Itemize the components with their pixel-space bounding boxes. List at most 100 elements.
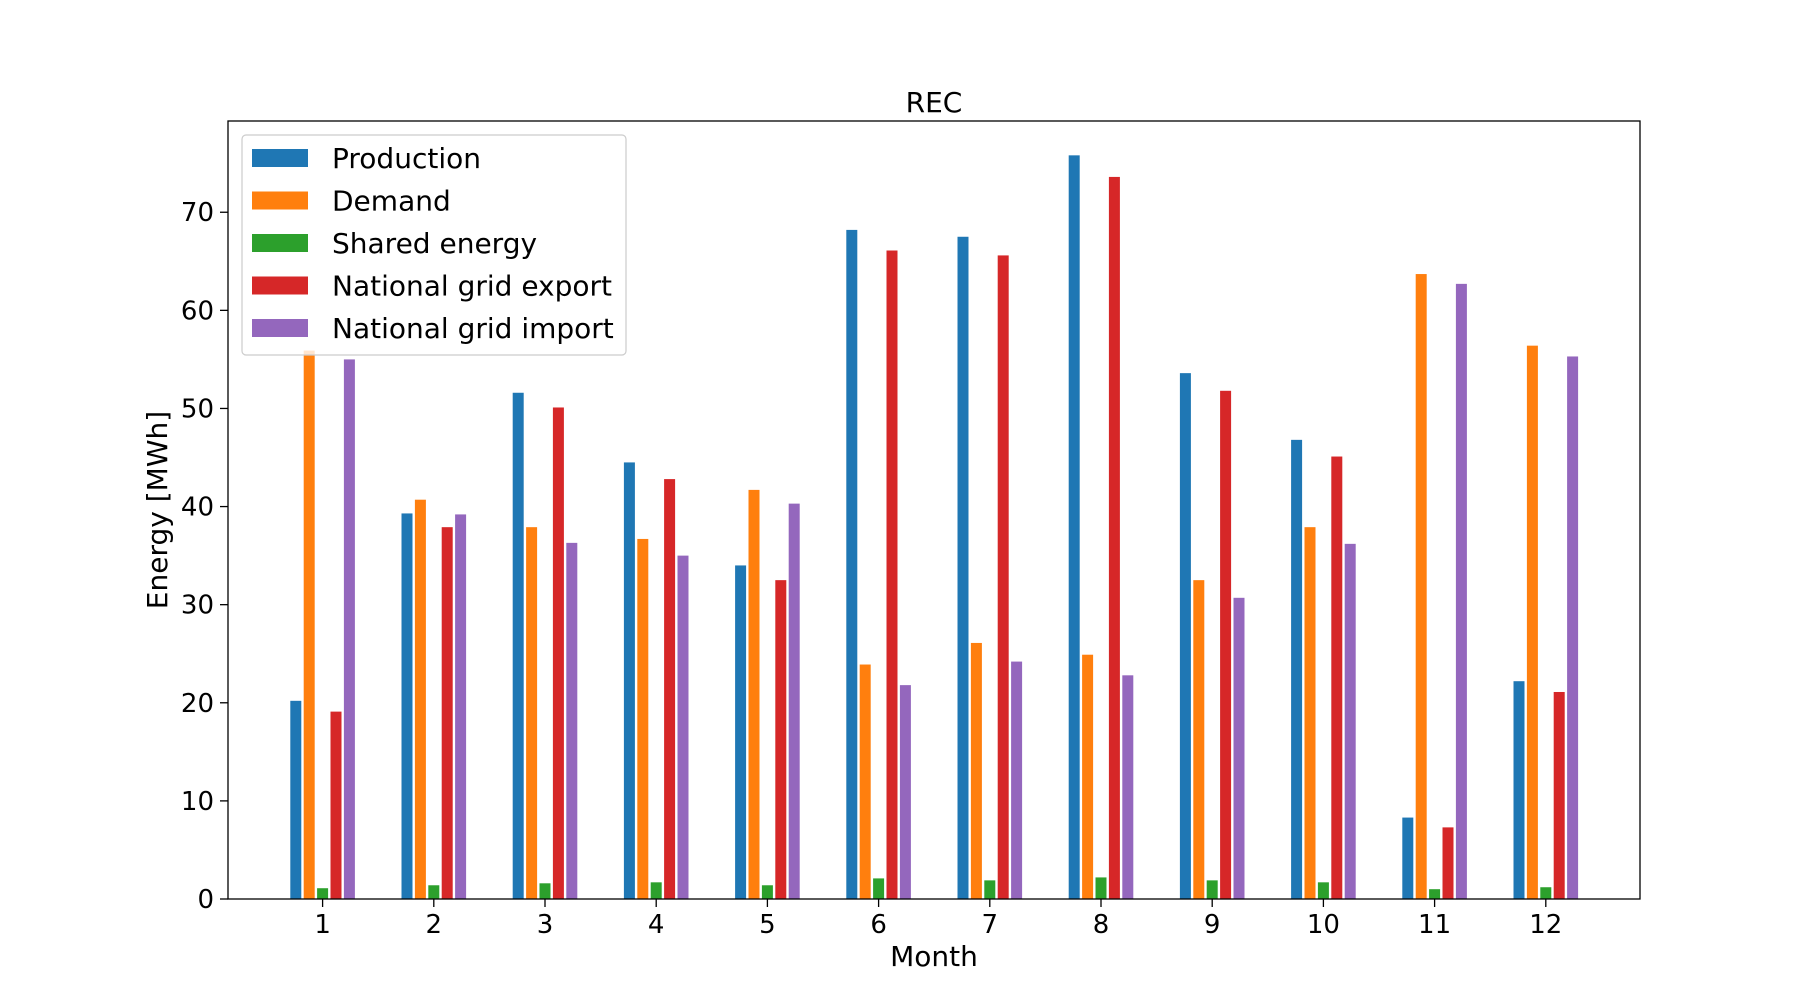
bar-national-grid-import-6 — [899, 685, 911, 899]
bar-national-grid-export-4 — [664, 479, 676, 899]
bar-production-6 — [846, 229, 858, 899]
y-tick-label: 0 — [197, 885, 214, 915]
bar-national-grid-export-3 — [552, 407, 564, 899]
legend-label-demand: Demand — [332, 185, 451, 218]
bar-national-grid-import-4 — [677, 555, 689, 899]
bar-national-grid-import-1 — [343, 359, 355, 899]
bar-national-grid-import-3 — [566, 542, 578, 899]
bar-national-grid-export-6 — [886, 250, 898, 899]
bars-layer — [290, 155, 1579, 900]
bar-production-2 — [401, 513, 413, 899]
bar-national-grid-export-8 — [1108, 176, 1120, 899]
x-axis-label: Month — [890, 940, 978, 973]
bar-production-9 — [1179, 373, 1191, 900]
bar-shared-energy-1 — [317, 888, 329, 899]
bar-national-grid-import-12 — [1567, 356, 1579, 899]
y-tick-label: 50 — [181, 394, 214, 424]
bar-demand-11 — [1415, 274, 1427, 899]
x-tick-label: 10 — [1307, 910, 1340, 940]
x-tick-label: 6 — [870, 910, 887, 940]
x-tick-label: 9 — [1204, 910, 1221, 940]
legend-label-national-grid-import: National grid import — [332, 312, 614, 345]
bar-demand-9 — [1193, 580, 1205, 899]
x-axis: 1 2 3 4 5 6 7 8 9 10 11 12 — [314, 899, 1562, 940]
y-tick-label: 20 — [181, 689, 214, 719]
bar-national-grid-import-7 — [1011, 661, 1023, 899]
bar-shared-energy-12 — [1540, 887, 1552, 899]
bar-production-12 — [1513, 681, 1525, 899]
bar-shared-energy-3 — [539, 883, 551, 899]
y-tick-label: 40 — [181, 493, 214, 523]
legend-label-production: Production — [332, 142, 481, 175]
bar-demand-6 — [859, 664, 871, 899]
legend-label-national-grid-export: National grid export — [332, 270, 612, 303]
bar-national-grid-import-10 — [1344, 543, 1356, 899]
bar-national-grid-export-7 — [997, 255, 1009, 899]
bar-shared-energy-9 — [1206, 880, 1218, 899]
y-axis-label: Energy [MWh] — [141, 411, 174, 609]
bar-demand-7 — [970, 642, 982, 899]
bar-demand-3 — [526, 527, 538, 899]
chart-title: REC — [906, 86, 963, 119]
bar-national-grid-import-11 — [1455, 283, 1467, 900]
bar-national-grid-import-9 — [1233, 597, 1245, 899]
bar-demand-8 — [1082, 654, 1094, 899]
bar-national-grid-import-8 — [1122, 675, 1134, 899]
x-tick-label: 8 — [1093, 910, 1110, 940]
x-tick-label: 5 — [759, 910, 776, 940]
bar-national-grid-export-1 — [330, 711, 342, 899]
bar-demand-1 — [303, 350, 315, 900]
bar-production-1 — [290, 700, 302, 899]
bar-shared-energy-10 — [1317, 882, 1329, 899]
bar-shared-energy-6 — [873, 878, 885, 899]
bar-production-8 — [1068, 155, 1080, 899]
bar-national-grid-export-9 — [1220, 390, 1232, 899]
bar-national-grid-export-11 — [1442, 827, 1454, 899]
bar-demand-5 — [748, 489, 760, 899]
legend-frame — [241, 134, 627, 356]
bar-national-grid-export-5 — [775, 580, 787, 899]
bar-production-7 — [957, 236, 969, 900]
bar-demand-10 — [1304, 527, 1316, 899]
legend-swatch-demand — [252, 191, 308, 210]
legend-swatch-national-grid-export — [252, 276, 308, 295]
bar-demand-2 — [414, 499, 426, 899]
bar-demand-12 — [1526, 345, 1538, 899]
bar-production-5 — [735, 565, 747, 899]
y-axis: 0 10 20 30 40 50 60 70 — [181, 198, 228, 915]
bar-shared-energy-8 — [1095, 877, 1107, 899]
x-tick-label: 2 — [426, 910, 443, 940]
bar-shared-energy-4 — [650, 882, 662, 899]
bar-shared-energy-11 — [1429, 889, 1441, 899]
bar-production-3 — [512, 392, 524, 899]
legend-swatch-national-grid-import — [252, 319, 308, 337]
legend: Production Demand Shared energy National gr… — [241, 134, 627, 356]
x-tick-label: 1 — [314, 910, 331, 940]
x-tick-label: 3 — [537, 910, 554, 940]
x-tick-label: 4 — [648, 910, 665, 940]
bar-national-grid-import-2 — [455, 514, 467, 899]
legend-swatch-shared-energy — [252, 234, 308, 252]
bar-shared-energy-7 — [984, 880, 996, 899]
bar-shared-energy-2 — [428, 885, 440, 899]
bar-national-grid-export-12 — [1553, 691, 1565, 899]
y-tick-label: 10 — [181, 787, 214, 817]
bar-production-10 — [1291, 439, 1303, 899]
bar-national-grid-export-10 — [1331, 456, 1343, 899]
y-tick-label: 60 — [181, 296, 214, 326]
bar-production-4 — [623, 462, 635, 899]
legend-label-shared-energy: Shared energy — [332, 227, 537, 260]
legend-swatch-production — [252, 149, 308, 167]
x-tick-label: 7 — [982, 910, 999, 940]
bar-national-grid-import-5 — [788, 503, 800, 899]
bar-production-11 — [1402, 817, 1414, 899]
x-tick-label: 12 — [1529, 910, 1562, 940]
bar-demand-4 — [637, 538, 649, 899]
bar-shared-energy-5 — [761, 885, 773, 899]
x-tick-label: 11 — [1418, 910, 1451, 940]
plot-frame — [227, 120, 1641, 900]
y-tick-label: 70 — [181, 198, 214, 228]
bar-national-grid-export-2 — [441, 527, 453, 899]
y-tick-label: 30 — [181, 591, 214, 621]
